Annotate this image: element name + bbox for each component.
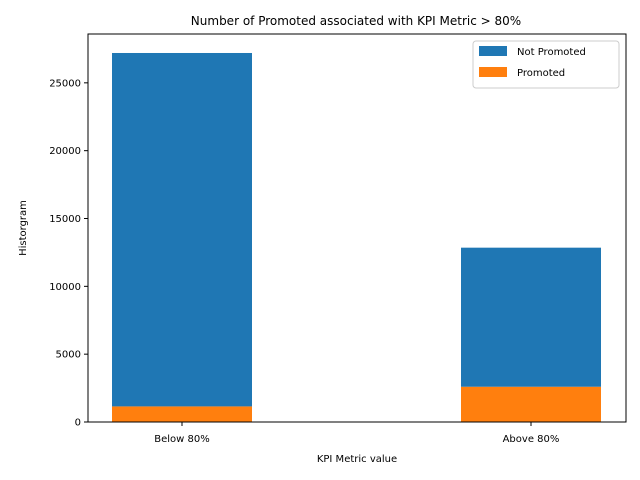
y-tick-label: 0 [75, 418, 81, 429]
bars-group [112, 52, 601, 422]
bar-not-promoted-0 [112, 52, 252, 407]
y-tick-label: 5000 [56, 350, 81, 361]
y-tick-label: 20000 [49, 146, 81, 157]
legend-swatch-not-promoted [479, 46, 507, 56]
x-tick-label: Above 80% [503, 434, 560, 445]
y-axis: 0 5000 10000 15000 20000 25000 [49, 78, 88, 429]
y-tick-label: 10000 [49, 282, 81, 293]
y-tick-label: 15000 [49, 214, 81, 225]
legend-box [472, 40, 620, 89]
x-axis-label: KPI Metric value [317, 454, 397, 465]
plot-frame [87, 33, 627, 423]
y-axis-label: Historgram [18, 200, 29, 256]
chart-title: Number of Promoted associated with KPI M… [191, 14, 521, 28]
legend-swatch-promoted [479, 67, 507, 77]
legend-label-promoted: Promoted [517, 68, 565, 79]
x-tick-label: Below 80% [154, 434, 210, 445]
y-tick-label: 25000 [49, 78, 81, 89]
legend: Not Promoted Promoted [472, 40, 620, 89]
bar-not-promoted-1 [461, 247, 601, 387]
x-axis: Below 80% Above 80% [154, 422, 559, 445]
bar-promoted-0 [112, 406, 252, 422]
bar-promoted-1 [461, 386, 601, 422]
legend-label-not-promoted: Not Promoted [517, 47, 586, 58]
